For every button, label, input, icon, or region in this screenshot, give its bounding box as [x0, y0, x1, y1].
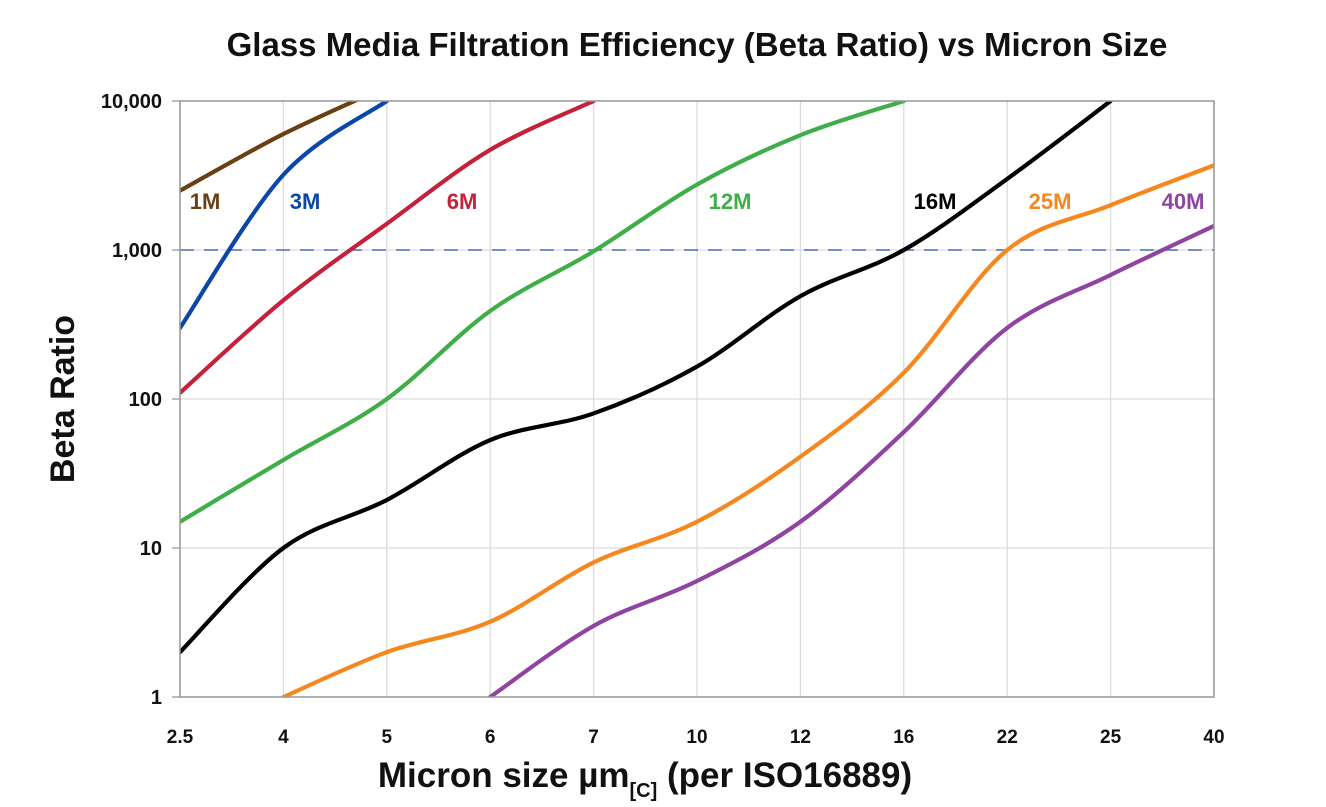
chart-title: Glass Media Filtration Efficiency (Beta …: [227, 26, 1168, 63]
x-axis-label-subscript: [C]: [630, 780, 658, 802]
y-tick-label: 10,000: [101, 91, 162, 113]
series-line-6m: [180, 101, 596, 395]
series-line-16m: [180, 101, 1113, 655]
series-line-12m: [180, 101, 906, 524]
x-tick-label: 5: [382, 727, 393, 748]
series-labels: 1M 3M 6M 12M 16M 25M 40M: [190, 189, 1205, 214]
series-label-3m: 3M: [290, 189, 321, 214]
series-label-16m: 16M: [914, 189, 957, 214]
series-label-40m: 40M: [1162, 189, 1205, 214]
plot-frame: [179, 100, 1215, 698]
x-tick-label: 2.5: [167, 727, 194, 748]
x-axis-label-suffix: (per ISO16889): [667, 756, 912, 795]
x-tick-label: 16: [893, 727, 914, 748]
y-tick-labels: 1 10 100 1,000 10,000: [101, 91, 162, 709]
x-tick-label: 12: [790, 727, 811, 748]
x-tick-label: 4: [278, 727, 289, 748]
x-tick-label: 6: [485, 727, 496, 748]
x-tick-label: 40: [1203, 727, 1224, 748]
series-line-40m: [488, 223, 1214, 697]
series-line-3m: [180, 101, 389, 331]
y-axis-label: Beta Ratio: [44, 315, 82, 483]
x-tick-label: 10: [686, 727, 707, 748]
x-tick-label: 7: [588, 727, 599, 748]
series-line-1m: [180, 101, 360, 193]
series-label-1m: 1M: [190, 189, 221, 214]
x-tick-label: 25: [1100, 727, 1122, 748]
x-tick-labels: 2.5 4 5 6 7 10 12 16 22 25 40: [167, 727, 1225, 748]
series-label-25m: 25M: [1029, 189, 1072, 214]
y-tick-label: 1,000: [112, 240, 162, 262]
y-tick-label: 1: [151, 687, 162, 709]
y-tick-label: 100: [129, 389, 162, 411]
x-axis-label: Micron size µm[C] (per ISO16889): [378, 756, 912, 802]
series-lines: [180, 101, 1214, 697]
series-label-6m: 6M: [447, 189, 478, 214]
x-axis-label-main: Micron size µm: [378, 756, 630, 795]
series-label-12m: 12M: [709, 189, 752, 214]
series-line-25m: [281, 163, 1214, 697]
x-tick-label: 22: [997, 727, 1018, 748]
y-tick-label: 10: [140, 538, 162, 560]
